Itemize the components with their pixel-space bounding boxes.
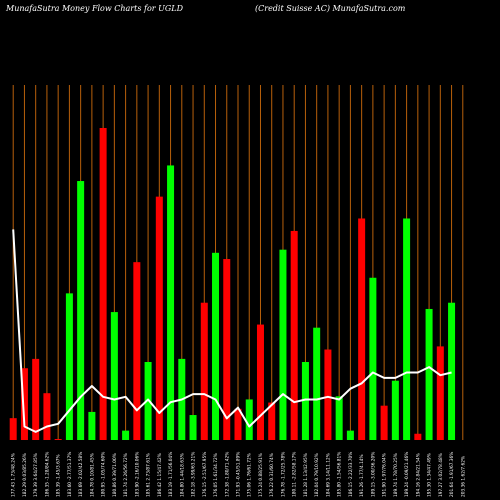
x-axis-label: 195.30 1.34/47.49% [427,453,433,497]
money-flow-bar [200,302,208,440]
x-axis-label: 181.28 1.13/42.95% [303,453,309,497]
money-flow-bar [290,230,298,440]
x-axis-label: 177.43 1.73/48.24% [11,453,17,497]
x-axis-label: 180.11 -2.82/58.17% [292,452,298,497]
x-axis-labels: 177.43 1.73/48.24% 182.29 0.03/85.26% 179.… [11,452,467,497]
x-axis-label: 184.78 0.10/81.45% [89,453,95,497]
x-axis-label: 184.69 3.14/11.12% [325,453,331,497]
chart-subtitle: (Credit Suisse AC) MunafaSutra.com [255,4,406,13]
x-axis-label: 183.19 -1.71/56.04% [168,452,174,497]
x-axis-label: 181.74 2.26/56.72% [123,453,129,497]
money-flow-bar [9,418,17,440]
x-axis-label: 179.39 3.64/27.85% [33,453,39,497]
money-flow-bar [448,302,456,440]
money-flow-bar [133,262,141,440]
money-flow-bar [189,415,197,440]
money-flow-bar [391,380,399,440]
x-axis-label: 182.04 0.79/10.92% [314,453,320,497]
x-axis-label: 203.36 1.62/7.62% [460,456,466,497]
x-axis-label: 186.15 -2.22/33.70% [348,452,354,497]
chart-title: MunafaSutra Money Flow Charts for UGLD [5,4,184,13]
x-axis-label: 189.15 -3.00/36.20% [370,452,376,497]
x-axis-label: 183.60 -2.77/51.37% [67,452,73,497]
x-axis-label: 172.38 -1.80/71.42% [224,452,230,497]
money-flow-bar [358,218,366,440]
x-axis-label: 180.86 0.39/71.00% [112,453,118,497]
money-flow-bar [88,411,96,440]
money-flow-bar [155,196,163,440]
x-axis-label: 186.42 1.15/47.42% [157,453,163,497]
money-flow-bar [245,399,253,440]
money-flow-bar [369,277,377,440]
money-flow-bar [335,396,343,440]
x-axis-label: 185.61 2.73/87.61% [146,453,152,497]
x-axis-label: 185.80 -1.54/56.81% [337,452,343,497]
x-axis-label: 171.93 -0.45/51.89% [236,452,242,497]
money-flow-bar [425,308,433,440]
bars [9,128,456,441]
x-axis-label: 183.90 -2.16/10.06% [134,452,140,497]
money-flow-bar [346,430,354,440]
x-axis-label: 176.22 0.31/60.74% [269,453,275,497]
money-flow-bar [32,358,40,440]
money-flow-bar [167,165,175,440]
money-flow-bar [268,402,276,440]
money-flow-bar [223,259,231,440]
money-flow-bar [99,128,107,440]
x-axis-label: 182.18 -3.99/63.21% [191,452,197,497]
x-axis-label: 176.78 -1.72/25.78% [280,452,286,497]
money-flow-bar [313,327,321,440]
x-axis-label: 201.64 -1.91/67.36% [449,452,455,497]
money-flow-bar [301,362,309,440]
x-axis-label: 186.35 -1.28/84.62% [44,452,50,497]
x-axis-label: 175.24 0.88/25.91% [258,453,264,497]
x-axis-label: 194.16 2.84/21.54% [415,453,421,497]
money-flow-bar [436,346,444,440]
x-axis-label: 184.80 1.44/18.63% [179,453,185,497]
money-flow-bar [122,430,130,440]
money-flow-bar [324,349,332,440]
money-flow-bar [65,293,73,440]
x-axis-label: 176.15 -2.51/67.95% [202,452,208,497]
money-flow-line [12,229,452,433]
money-flow-bar [43,393,51,440]
x-axis-label: 183.69 -2.02/42.58% [78,452,84,497]
x-axis-label: 185.39 -1.45/3.67% [56,454,62,497]
money-flow-bar [77,181,85,441]
money-flow-bar [380,405,388,440]
money-flow-bar [234,408,242,440]
money-flow-bar [414,433,422,440]
x-axis-label: 189.74 1.78/70.25% [393,453,399,497]
x-axis-label: 182.29 0.03/85.26% [22,453,28,497]
x-axis-label: 197.27 3.02/78.48% [438,453,444,497]
x-axis-label: 189.24 -0.09/21.46% [404,452,410,497]
money-flow-bar [279,249,287,440]
x-axis-label: 176.05 1.61/34.72% [213,453,219,497]
money-flow-bar [20,368,28,440]
x-axis-label: 191.90 1.97/76.04% [382,453,388,497]
x-axis-label: 191.26 -1.77/4.14% [359,454,365,497]
money-flow-bar [403,218,411,440]
money-flow-bar [212,252,220,440]
x-axis-label: 180.95 -1.05/74.60% [101,452,107,497]
money-flow-bar [256,324,264,440]
money-flow-bar [110,312,118,440]
x-axis-label: 175.06 1.76/61.72% [247,453,253,497]
money-flow-bar [54,439,62,440]
